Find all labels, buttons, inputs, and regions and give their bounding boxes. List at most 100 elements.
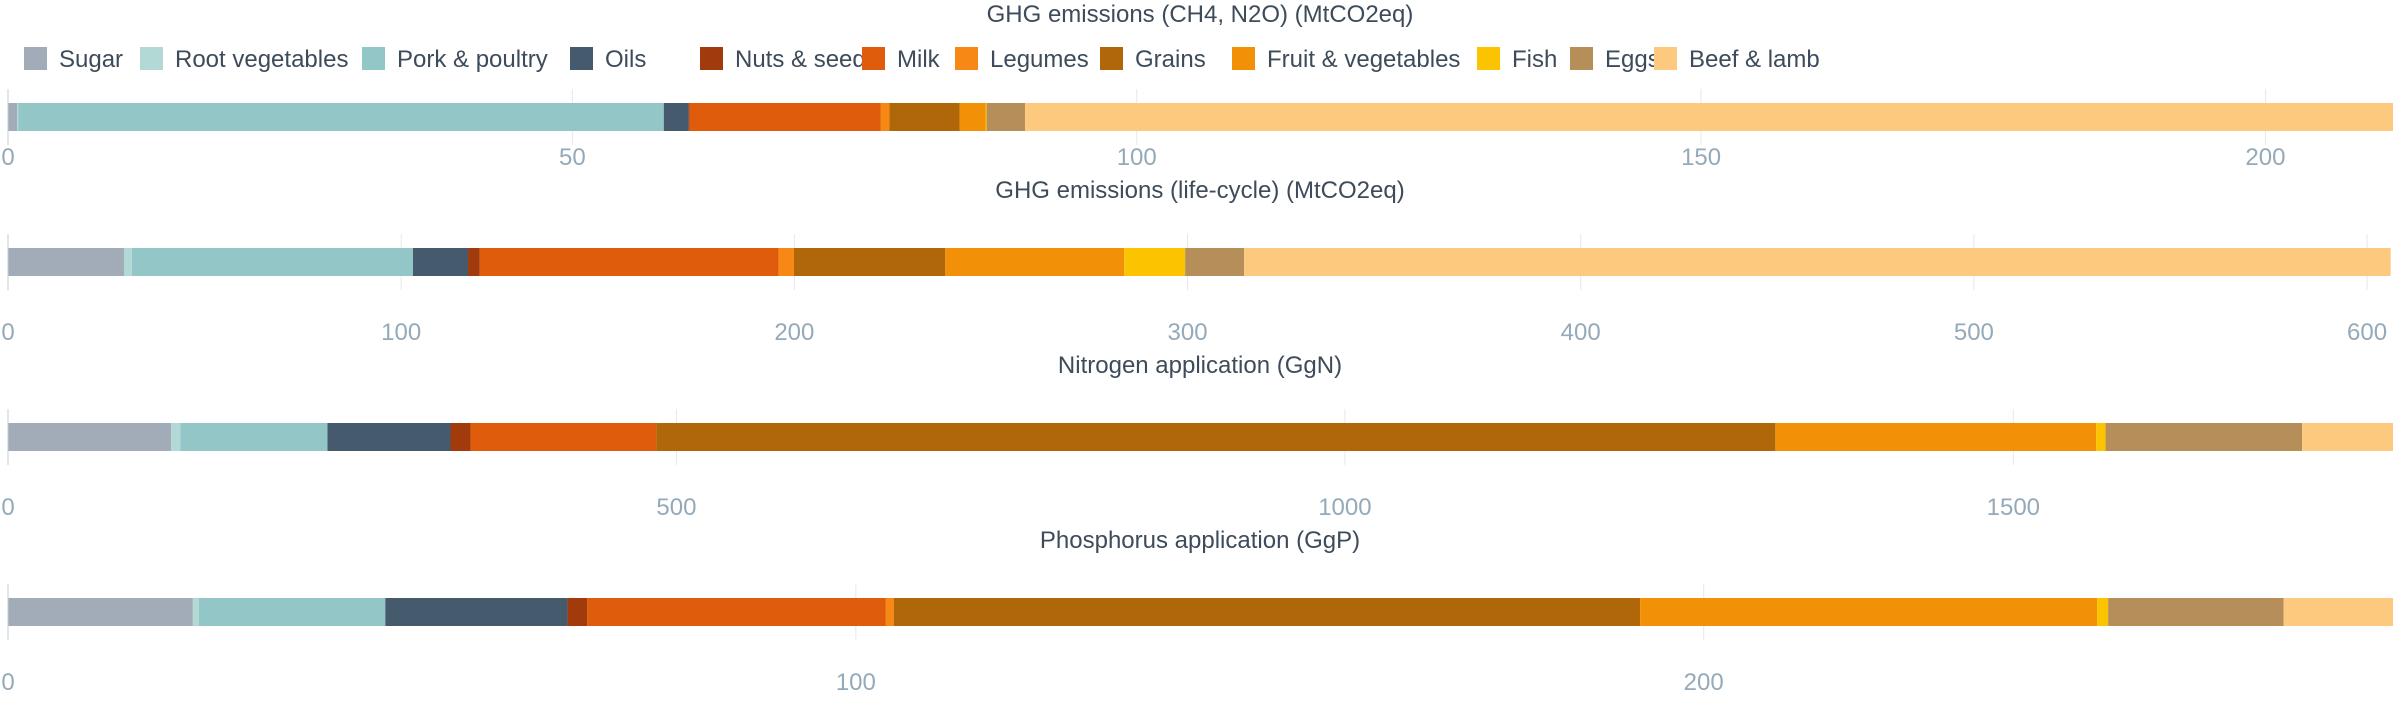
bar-segment-sugar[interactable] [8,598,193,626]
bar-segment-fruit-vegetables[interactable] [959,103,986,131]
bar-segment-beef-lamb[interactable] [2302,423,2393,451]
bar-segment-nuts-seeds[interactable] [450,423,471,451]
chart-title: Nitrogen application (GgN) [1058,352,1342,379]
bar-segment-legumes[interactable] [885,598,895,626]
bar-segment-grains[interactable] [656,423,1776,451]
bar-segment-oils[interactable] [412,248,469,276]
bar-segment-grains[interactable] [793,248,946,276]
x-tick-label: 500 [1954,319,1994,346]
bar-segment-milk[interactable] [479,248,779,276]
bar-segment-legumes[interactable] [778,248,794,276]
bar-segment-pork-poultry[interactable] [180,423,328,451]
legend-item-milk[interactable]: Milk [862,46,941,73]
legend-item-pork-poultry[interactable]: Pork & poultry [362,46,548,73]
bar-segment-fish[interactable] [2097,598,2109,626]
legend-swatch [570,47,593,70]
x-tick-label: 200 [774,319,814,346]
bar-segment-fruit-vegetables[interactable] [1640,598,2098,626]
legend-swatch [1232,47,1255,70]
x-tick-label: 300 [1168,319,1208,346]
bar-segment-oils[interactable] [327,423,451,451]
legend-label: Eggs [1605,46,1660,73]
bar-segment-root-vegetables[interactable] [192,598,199,626]
x-tick-label: 1500 [1987,494,2040,521]
bar-segment-nuts-seeds[interactable] [567,598,588,626]
bar-segment-sugar[interactable] [8,423,172,451]
x-tick-label: 100 [1117,144,1157,171]
x-tick-label: 100 [836,669,876,696]
x-tick-label: 0 [1,494,14,521]
bar-segment-sugar[interactable] [8,103,18,131]
bar-segment-oils[interactable] [663,103,689,131]
legend-swatch [1477,47,1500,70]
bar-segment-grains[interactable] [894,598,1641,626]
legend-item-nuts-seeds[interactable]: Nuts & seeds [700,46,878,73]
legend-label: Beef & lamb [1689,46,1820,73]
bar-segment-fish[interactable] [2096,423,2106,451]
x-tick-label: 600 [2347,319,2387,346]
bar-segment-nuts-seeds[interactable] [688,103,690,131]
bar-segment-eggs[interactable] [986,103,1025,131]
bar-segment-fish[interactable] [1124,248,1186,276]
chart-panel-2: GHG emissions (life-cycle) (MtCO2eq) 0 100… [1,177,2391,346]
bar-segment-milk[interactable] [587,598,886,626]
chart-panel-3: Nitrogen application (GgN) 0 500 1000 1500 [1,352,2393,521]
bar-segment-pork-poultry[interactable] [131,248,413,276]
x-tick-label: 0 [1,319,14,346]
legend-item-oils[interactable]: Oils [570,46,646,73]
x-tick-label: 400 [1561,319,1601,346]
legend-item-eggs[interactable]: Eggs [1570,46,1660,73]
x-tick-label: 0 [1,144,14,171]
legend-label: Milk [897,46,941,73]
legend-item-grains[interactable]: Grains [1100,46,1206,73]
legend-item-beef-lamb[interactable]: Beef & lamb [1654,46,1820,73]
bar-segment-fruit-vegetables[interactable] [1775,423,2097,451]
bar-segment-nuts-seeds[interactable] [468,248,480,276]
bar-segment-grains[interactable] [889,103,960,131]
legend-label: Fish [1512,46,1557,73]
x-tick-label: 50 [559,144,586,171]
bar-segment-pork-poultry[interactable] [18,103,664,131]
legend-item-legumes[interactable]: Legumes [955,46,1089,73]
legend-label: Fruit & vegetables [1267,46,1460,73]
bar-segment-pork-poultry[interactable] [198,598,386,626]
legend-swatch [862,47,885,70]
legend-swatch [24,47,47,70]
bar-segment-milk[interactable] [470,423,657,451]
legend-swatch [1570,47,1593,70]
bar-segment-sugar[interactable] [8,248,124,276]
legend-label: Legumes [990,46,1089,73]
bar-segment-eggs[interactable] [2105,423,2303,451]
bar-segment-legumes[interactable] [880,103,890,131]
bar-segment-fish[interactable] [985,103,987,131]
bar-segment-fruit-vegetables[interactable] [945,248,1125,276]
legend-item-sugar[interactable]: Sugar [24,46,123,73]
legend-item-root-vegetables[interactable]: Root vegetables [140,46,348,73]
legend-label: Grains [1135,46,1206,73]
bar-segment-root-vegetables[interactable] [123,248,132,276]
legend-item-fruit-vegetables[interactable]: Fruit & vegetables [1232,46,1460,73]
bar-segment-milk[interactable] [689,103,881,131]
bar-segment-beef-lamb[interactable] [1244,248,2391,276]
chart-panel-1: GHG emissions (CH4, N2O) (MtCO2eq) 0 50 100… [1,1,2393,171]
bar-segment-eggs[interactable] [1185,248,1245,276]
chart-title: GHG emissions (CH4, N2O) (MtCO2eq) [987,1,1414,28]
x-tick-label: 200 [1684,669,1724,696]
chart-title: Phosphorus application (GgP) [1040,527,1360,554]
legend-item-fish[interactable]: Fish [1477,46,1557,73]
legend: Sugar Root vegetables Pork & poultry Oils Nu… [24,46,1820,73]
legend-label: Oils [605,46,646,73]
bar-segment-beef-lamb[interactable] [1024,103,2393,131]
bar-segment-oils[interactable] [385,598,568,626]
bar-segment-root-vegetables[interactable] [17,103,19,131]
legend-swatch [362,47,385,70]
bar-segment-beef-lamb[interactable] [2283,598,2393,626]
legend-swatch [1654,47,1677,70]
x-tick-label: 500 [656,494,696,521]
bar-segment-eggs[interactable] [2108,598,2284,626]
legend-swatch [140,47,163,70]
bar-segment-root-vegetables[interactable] [171,423,181,451]
x-tick-label: 150 [1681,144,1721,171]
chart-title: GHG emissions (life-cycle) (MtCO2eq) [995,177,1404,204]
